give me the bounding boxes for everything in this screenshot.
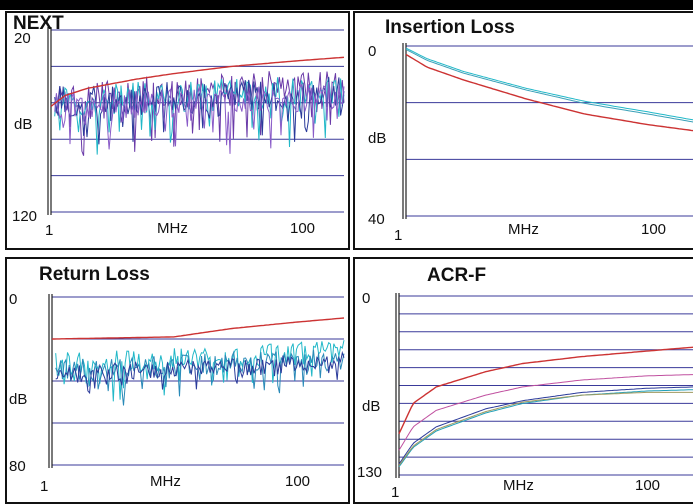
x-tick-label-left: 1: [394, 227, 403, 244]
chart-panel-acr-f: ACR-F 0 dB 130 1 MHz 100: [353, 257, 693, 504]
y-axis-label: dB: [368, 130, 387, 147]
y-tick-label-top: 0: [9, 291, 18, 308]
chart-title: Insertion Loss: [385, 17, 515, 38]
limit-line: [52, 317, 345, 340]
measured-trace: [405, 48, 693, 123]
chart-panel-next: NEXT 20 dB 120 1 MHz 100: [5, 11, 350, 250]
chart-plot: [48, 294, 345, 468]
y-tick-label-top: 20: [14, 30, 31, 47]
x-tick-label-left: 1: [40, 478, 49, 495]
y-tick-label-bottom: 80: [9, 458, 26, 475]
chart-plot: [47, 27, 345, 215]
top-bar: [0, 0, 693, 10]
limit-line: [398, 346, 693, 434]
y-tick-label-top: 0: [362, 290, 371, 307]
x-axis-label: MHz: [503, 477, 534, 494]
chart-panel-insertion-loss: Insertion Loss 0 dB 40 1 MHz 100: [353, 11, 693, 250]
x-tick-label-right: 100: [285, 473, 311, 490]
x-tick-label-left: 1: [45, 222, 54, 239]
x-tick-label-right: 100: [641, 221, 667, 238]
measured-trace: [398, 374, 693, 451]
chart-title: Return Loss: [39, 264, 150, 285]
measured-trace: [55, 349, 345, 406]
measured-trace: [54, 81, 345, 154]
y-tick-label-top: 0: [368, 43, 377, 60]
x-axis-label: MHz: [157, 220, 188, 237]
limit-line: [50, 56, 345, 107]
x-axis-label: MHz: [508, 221, 539, 238]
chart-title: ACR-F: [427, 265, 487, 286]
y-tick-label-bottom: 130: [357, 464, 383, 481]
limit-line: [405, 53, 693, 132]
x-tick-label-left: 1: [391, 484, 400, 501]
chart-panel-return-loss: Return Loss 0 dB 80 1 MHz 100: [5, 257, 350, 504]
chart-title: NEXT: [13, 13, 64, 34]
y-tick-label-bottom: 40: [368, 211, 385, 228]
x-tick-label-right: 100: [635, 477, 661, 494]
chart-plot: [402, 43, 693, 219]
measured-trace: [405, 47, 693, 121]
y-tick-label-bottom: 120: [12, 208, 38, 225]
x-axis-label: MHz: [150, 473, 181, 490]
measured-trace: [398, 391, 693, 466]
x-tick-label-right: 100: [290, 220, 316, 237]
y-axis-label: dB: [14, 116, 33, 133]
measured-trace: [55, 340, 345, 402]
measured-trace: [398, 386, 693, 465]
measured-trace: [55, 350, 345, 395]
measured-trace: [398, 389, 693, 468]
chart-plot: [395, 293, 693, 478]
y-axis-label: dB: [362, 398, 381, 415]
y-axis-label: dB: [9, 391, 28, 408]
